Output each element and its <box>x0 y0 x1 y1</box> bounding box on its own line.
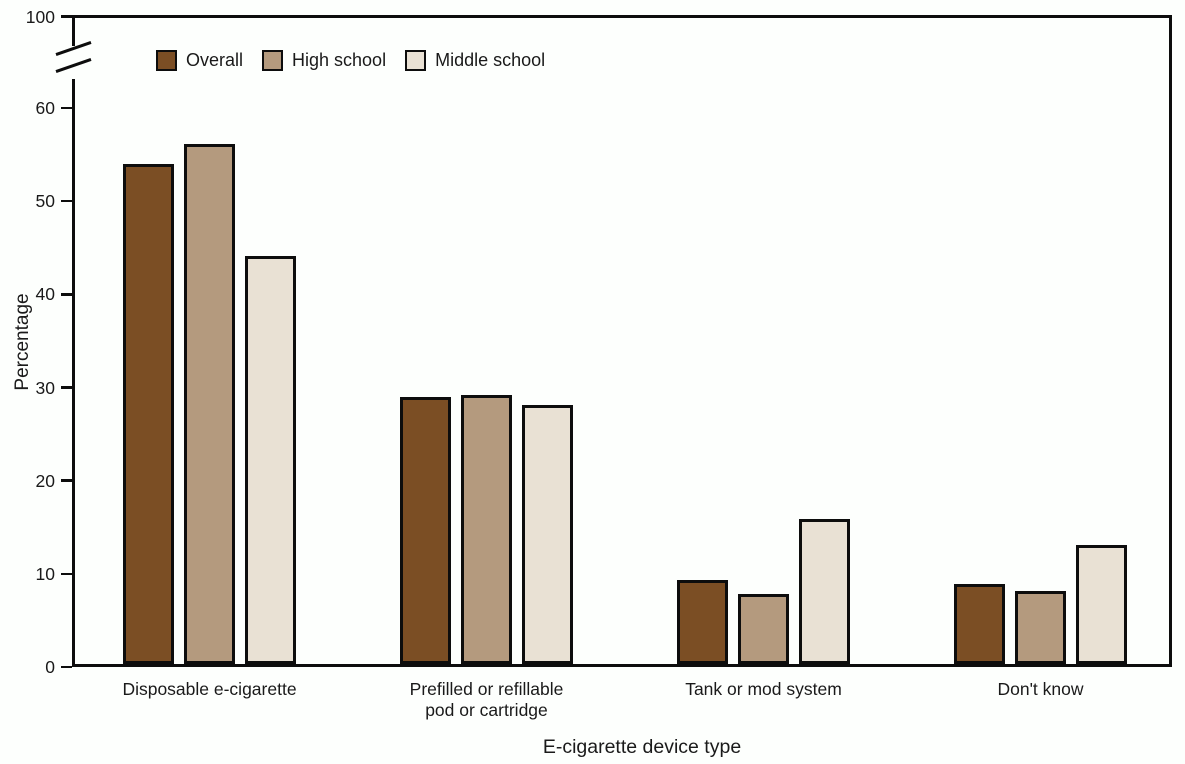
legend-item-middle-school: Middle school <box>405 49 545 71</box>
legend-item-overall: Overall <box>156 49 243 71</box>
category-label-tank-or-mod-system: Tank or mod system <box>685 679 842 699</box>
y-tick-20 <box>61 479 72 482</box>
y-tick-label-30: 30 <box>35 377 55 398</box>
legend-label: Middle school <box>435 50 546 70</box>
y-tick-label-60: 60 <box>35 98 55 118</box>
y-axis-title: Percentage <box>12 293 33 391</box>
bar-high-school-prefilled-or-refillable <box>461 395 512 664</box>
bar-overall-tank-or-mod-system <box>677 580 728 664</box>
bar-high-school-disposable-e-cigarette <box>184 144 235 664</box>
y-tick-label-50: 50 <box>35 191 55 212</box>
y-tick-100 <box>61 15 72 18</box>
bar-middle-school-disposable-e-cigarette <box>245 256 296 664</box>
legend-item-high-school: High school <box>262 49 386 71</box>
y-tick-label-20: 20 <box>35 470 55 491</box>
bar-overall-don-t-know <box>954 584 1005 664</box>
bar-overall-disposable-e-cigarette <box>123 164 174 664</box>
bar-high-school-tank-or-mod-system <box>738 594 789 664</box>
y-tick-10 <box>61 572 72 576</box>
y-tick-0 <box>61 665 72 669</box>
legend-swatch-middle-school <box>405 49 427 71</box>
y-tick-label-40: 40 <box>35 284 55 305</box>
bar-high-school-don-t-know <box>1015 591 1066 664</box>
bar-middle-school-prefilled-or-refillable <box>522 405 573 664</box>
y-tick-30 <box>61 386 72 389</box>
y-tick-label-0: 0 <box>45 657 55 677</box>
legend-swatch-overall <box>156 49 177 71</box>
bar-middle-school-don-t-know <box>1076 545 1127 664</box>
legend-swatch-high-school <box>262 49 284 71</box>
bar-overall-prefilled-or-refillable <box>400 397 451 664</box>
y-tick-50 <box>61 199 72 203</box>
category-label-prefilled-or-refillable: Prefilled or refillable pod or cartridge <box>409 679 564 720</box>
bar-middle-school-tank-or-mod-system <box>799 519 850 664</box>
category-label-disposable-e-cigarette: Disposable e-cigarette <box>122 679 297 699</box>
y-tick-60 <box>61 106 72 110</box>
y-tick-label-100: 100 <box>25 6 55 27</box>
y-tick-label-10: 10 <box>35 563 55 584</box>
legend: Overall High school Middle school <box>156 49 545 71</box>
x-axis-title: E-cigarette device type <box>542 736 742 758</box>
category-label-don-t-know: Don't know <box>997 679 1084 699</box>
legend-label: Overall <box>186 50 244 70</box>
legend-label: High school <box>292 50 387 70</box>
plot-area: Overall High school Middle school 0 10 20 30 4… <box>26 7 1172 677</box>
y-tick-40 <box>61 293 72 296</box>
